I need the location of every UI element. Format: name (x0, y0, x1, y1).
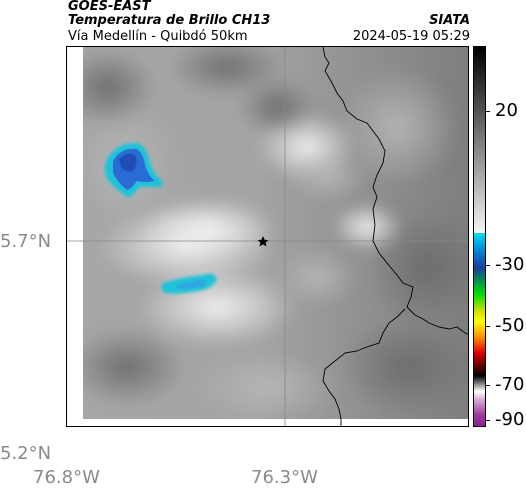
colorbar-tick (486, 420, 490, 421)
map-panel[interactable] (66, 46, 469, 427)
product-title: Temperatura de Brillo CH13 (68, 13, 271, 28)
colorbar-tick (486, 111, 490, 112)
colorbar-tick (486, 326, 490, 327)
route-subtitle: Vía Medellín - Quibdó 50km (68, 29, 248, 44)
timestamp: 2024-05-19 05:29 (352, 29, 470, 44)
colorbar-tick-label: -90 (495, 409, 525, 430)
colorbar-tick (486, 265, 490, 266)
colorbar-tick-label: -30 (495, 254, 525, 275)
cold-cloud-south (161, 273, 217, 294)
colorbar-gradient (474, 47, 485, 426)
longitude-label-76-8: 76.8°W (33, 467, 100, 488)
colorbar-tick-label: -50 (495, 315, 525, 336)
latitude-label-5-7: 5.7°N (0, 231, 52, 252)
longitude-label-76-3: 76.3°W (251, 467, 318, 488)
satellite-title: GOES-EAST (68, 0, 151, 14)
colorbar-tick-label: 20 (495, 100, 518, 121)
brand-label: SIATA (429, 13, 470, 28)
department-border (322, 47, 468, 335)
star-icon (257, 236, 269, 247)
cold-cloud-north (105, 142, 163, 197)
colorbar-tick (486, 385, 490, 386)
colorbar-tick-label: -70 (495, 374, 525, 395)
colorbar (473, 46, 486, 427)
latitude-label-5-2: 5.2°N (0, 443, 52, 464)
satellite-image (67, 47, 468, 426)
cloud-texture (67, 47, 468, 422)
department-border-south (322, 308, 406, 426)
